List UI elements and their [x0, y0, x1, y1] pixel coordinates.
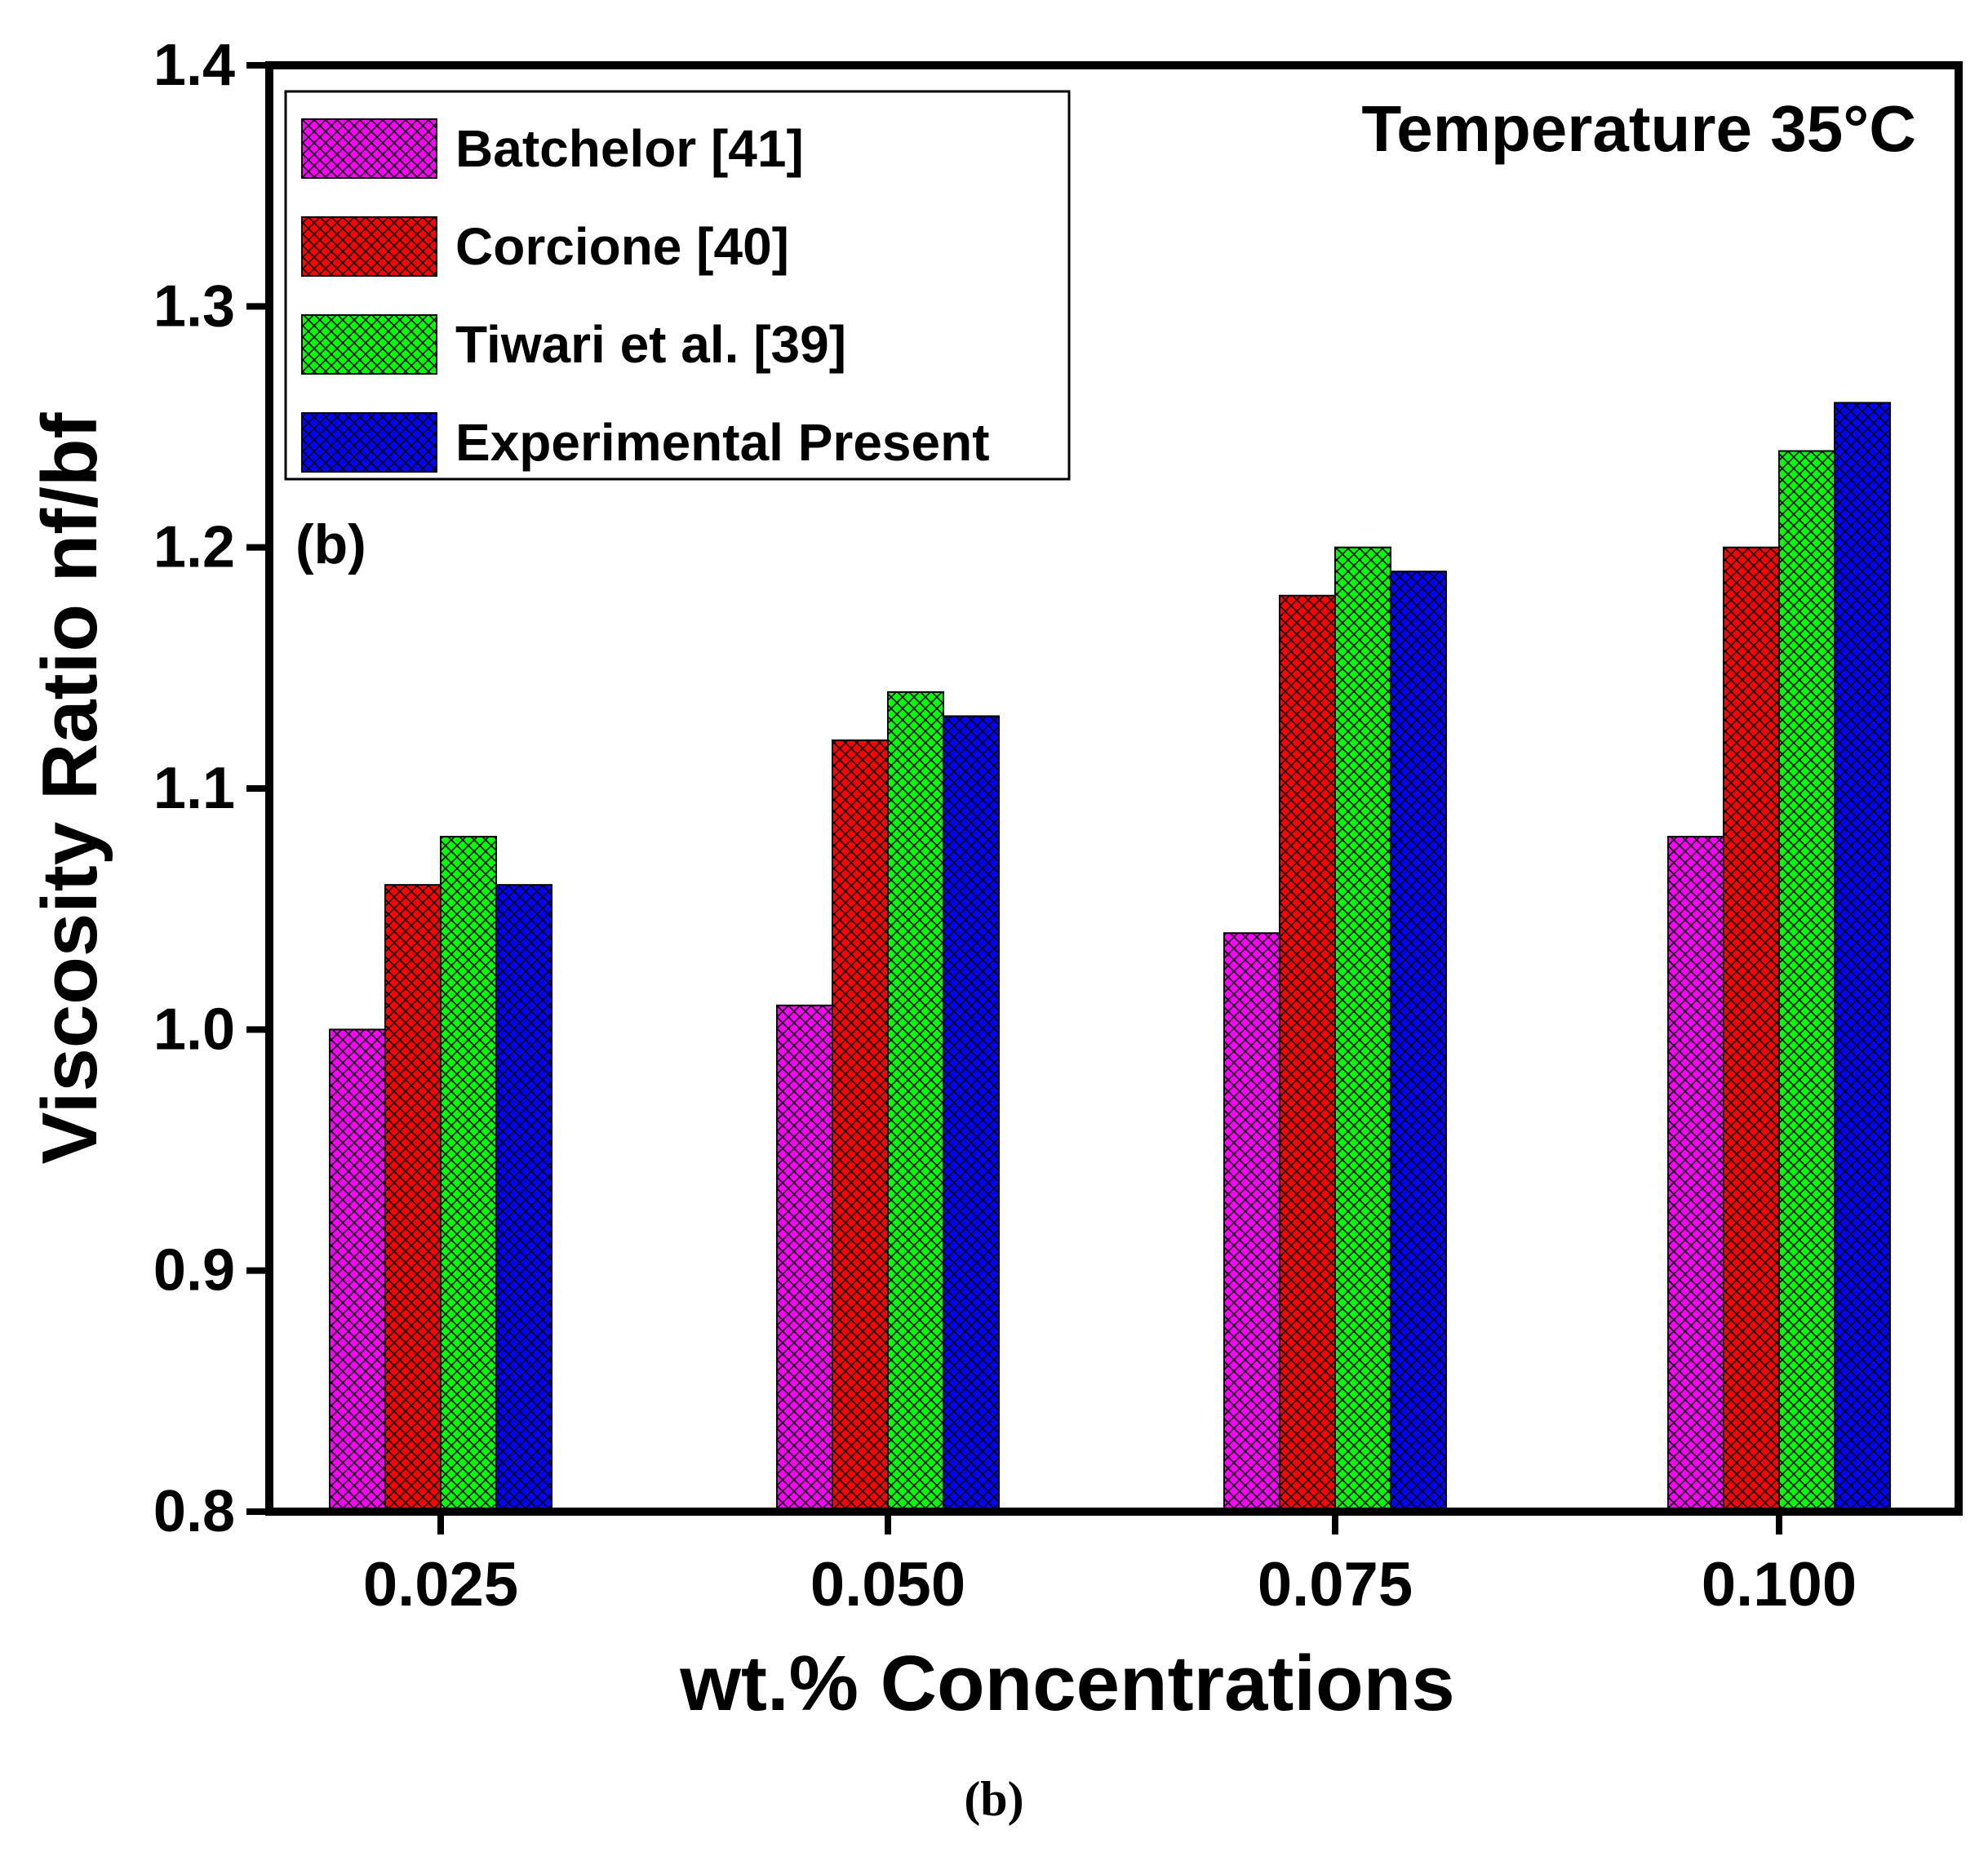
panel-label: (b) — [295, 513, 366, 575]
bars-layer — [329, 402, 1891, 1513]
bar-experimental-present-0.025-hatch — [495, 884, 552, 1512]
x-tick-label: 0.075 — [1258, 1550, 1413, 1619]
legend-label-experimental-present: Experimental Present — [455, 413, 990, 472]
legend-swatch-tiwari-et-al-39-hatch — [301, 314, 437, 375]
y-tick-label: 1.4 — [153, 33, 235, 98]
x-tick-label: 0.100 — [1702, 1550, 1857, 1619]
y-axis: 0.8 0.9 1.0 1.1 1.2 1.3 1.4 — [153, 33, 269, 1544]
y-tick-label: 1.1 — [153, 756, 235, 821]
bar-tiwari-et-al-39-0.075-hatch — [1334, 546, 1391, 1513]
legend-label-corcione-40: Corcione [40] — [455, 217, 789, 276]
y-tick-label: 1.0 — [153, 997, 235, 1062]
bar-experimental-present-0.075-hatch — [1390, 571, 1447, 1513]
bar-experimental-present-0.100-hatch — [1834, 402, 1891, 1512]
legend: Batchelor [41] Corcione [40] Tiwari et al.… — [284, 90, 1071, 481]
bar-batchelor-41-0.025-hatch — [329, 1028, 386, 1513]
bar-batchelor-41-0.050-hatch — [776, 1004, 833, 1513]
bar-corcione-40-0.050-hatch — [832, 739, 889, 1512]
bar-tiwari-et-al-39-0.025-hatch — [440, 836, 497, 1512]
bar-tiwari-et-al-39-0.100-hatch — [1778, 450, 1835, 1512]
chart-title: Temperature 35°C — [1361, 92, 1916, 165]
y-tick-label: 0.8 — [153, 1479, 235, 1544]
figure-caption: (b) — [964, 1772, 1024, 1826]
y-tick-label: 1.2 — [153, 515, 235, 580]
bar-batchelor-41-0.075-hatch — [1223, 932, 1280, 1512]
bar-tiwari-et-al-39-0.050-hatch — [887, 691, 944, 1512]
x-axis: 0.025 0.050 0.075 0.100 — [363, 1512, 1857, 1619]
x-tick-label: 0.050 — [810, 1550, 965, 1619]
y-axis-label: Viscosity Ratio nf/bf — [26, 411, 113, 1164]
y-tick-label: 1.3 — [153, 273, 235, 339]
bar-chart: 0.8 0.9 1.0 1.1 1.2 1.3 1.4 0.025 0.050 0.075 0.1… — [26, 33, 1963, 1727]
legend-swatch-batchelor-41-hatch — [301, 118, 437, 179]
bar-corcione-40-0.100-hatch — [1723, 546, 1780, 1513]
x-axis-label: wt.% Concentrations — [679, 1640, 1454, 1727]
bar-corcione-40-0.025-hatch — [384, 884, 442, 1512]
legend-label-batchelor-41: Batchelor [41] — [455, 119, 804, 178]
bar-corcione-40-0.075-hatch — [1279, 594, 1336, 1513]
y-tick-label: 0.9 — [153, 1238, 235, 1304]
legend-swatch-experimental-present-hatch — [301, 412, 437, 473]
x-tick-label: 0.025 — [363, 1550, 518, 1619]
legend-swatch-corcione-40-hatch — [301, 216, 437, 277]
bar-batchelor-41-0.100-hatch — [1667, 836, 1724, 1512]
legend-label-tiwari-et-al-39: Tiwari et al. [39] — [455, 315, 846, 374]
bar-experimental-present-0.050-hatch — [943, 715, 1000, 1512]
